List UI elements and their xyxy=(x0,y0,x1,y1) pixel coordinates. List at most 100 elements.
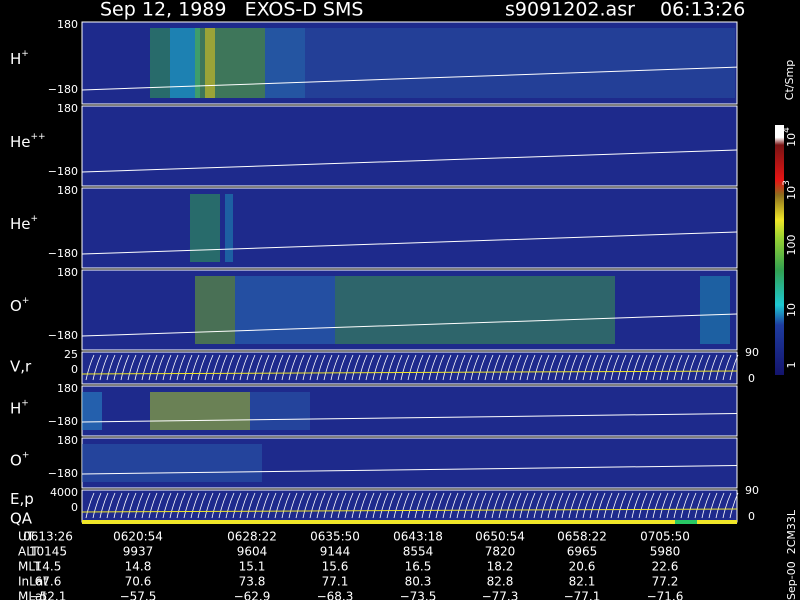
spectrogram-patch xyxy=(82,444,262,482)
bottom-tick-label: −180 xyxy=(48,415,78,428)
cell: −57.5 xyxy=(120,590,157,600)
qa-bar xyxy=(82,520,737,524)
cell: 67.6 xyxy=(35,575,62,589)
bottom-tick-label: −180 xyxy=(48,467,78,480)
colorbar-unit: Ct/Smp xyxy=(783,60,796,100)
top-tick-label: 180 xyxy=(57,266,78,279)
trace-line xyxy=(81,508,738,513)
spectrogram-patch xyxy=(335,276,615,344)
spectrogram-patch xyxy=(190,194,220,262)
cell: 73.8 xyxy=(239,575,266,589)
trace-line xyxy=(81,66,738,91)
cell: 5980 xyxy=(650,545,681,559)
row-name: ALT xyxy=(18,545,39,559)
trace-line xyxy=(81,231,738,255)
panel-label-base: V,r xyxy=(10,357,32,375)
right-tick-label: 90 xyxy=(745,484,759,497)
panel-label-base: H xyxy=(10,399,21,417)
top-tick-label: 4000 xyxy=(50,486,78,499)
cell: −68.3 xyxy=(317,590,354,600)
cell: −62.9 xyxy=(234,590,271,600)
cell: 10145 xyxy=(29,545,67,559)
panel-label: O+ xyxy=(10,450,29,469)
cell: −77.3 xyxy=(482,590,519,600)
top-tick-label: 180 xyxy=(57,102,78,115)
bottom-tick-label: −180 xyxy=(48,83,78,96)
cell: 18.2 xyxy=(487,560,514,574)
top-tick-label: 180 xyxy=(57,434,78,447)
right-tick-label: 0 xyxy=(748,510,755,523)
cell: 77.1 xyxy=(322,575,349,589)
spectrogram-patch xyxy=(250,392,310,430)
trace-lines xyxy=(85,492,739,519)
colorbar-tick-label: 100 xyxy=(785,235,798,256)
spectrogram-patch xyxy=(195,276,235,344)
cell: 82.1 xyxy=(569,575,596,589)
panel-label: He+ xyxy=(10,214,38,233)
colorbar-tick-label: 103 xyxy=(782,180,799,200)
panel-label: V,r xyxy=(10,357,32,375)
bottom-tick-label: 0 xyxy=(71,363,78,376)
cell: 0613:26 xyxy=(23,530,73,544)
spectrogram-patch xyxy=(82,392,102,430)
time: 06:13:26 xyxy=(660,0,745,21)
panel-label-sup: ++ xyxy=(31,132,46,142)
colorbar-tick-label: 104 xyxy=(782,127,799,147)
cell: 77.2 xyxy=(652,575,679,589)
trace-line xyxy=(81,413,738,423)
row-name: MLT xyxy=(18,560,41,574)
bottom-tick-label: −180 xyxy=(48,165,78,178)
trace-line xyxy=(81,313,738,337)
panel-label-base: H xyxy=(10,49,21,67)
panel-label-sup: + xyxy=(31,214,39,224)
row-name: MLat xyxy=(18,590,47,600)
footer-code: Sep-00 2CM33L xyxy=(785,509,798,600)
cell: 14.8 xyxy=(125,560,152,574)
cell: 0705:50 xyxy=(640,530,690,544)
colorbar-tick-label: 10 xyxy=(785,303,798,317)
panel-label: O+ xyxy=(10,296,29,315)
spectrogram-patch xyxy=(305,28,735,98)
colorbar-tick-label-base: 100 xyxy=(785,235,798,256)
spectrogram-patch xyxy=(150,28,170,98)
colorbar-tick-label: 1 xyxy=(785,362,798,369)
panel-label-base: E,p xyxy=(10,490,34,508)
right-tick-label: 0 xyxy=(748,372,755,385)
spectrogram-patch xyxy=(225,194,233,262)
panel-label-base: O xyxy=(10,297,22,315)
colorbar-tick-label-base: 1 xyxy=(785,362,798,369)
cell: 22.6 xyxy=(652,560,679,574)
cell: 16.5 xyxy=(405,560,432,574)
colorbar xyxy=(775,125,784,375)
panel-label-base: He xyxy=(10,215,31,233)
cell: 0620:54 xyxy=(113,530,163,544)
cell: 7820 xyxy=(485,545,516,559)
trace-line xyxy=(81,370,738,375)
colorbar-tick-label-base: 10 xyxy=(785,186,798,200)
panel-label-sup: + xyxy=(21,48,29,58)
cell: 82.8 xyxy=(487,575,514,589)
cell: 0628:22 xyxy=(227,530,277,544)
colorbar-tick-label-base: 10 xyxy=(785,303,798,317)
cell: 14.5 xyxy=(35,560,62,574)
panel-label-sup: + xyxy=(22,450,30,460)
panel xyxy=(81,105,738,187)
panel-label: H+ xyxy=(10,48,29,67)
top-tick-label: 180 xyxy=(57,382,78,395)
spectrogram-patch xyxy=(700,276,730,344)
cell: −77.1 xyxy=(564,590,601,600)
panel xyxy=(81,187,738,269)
qa-bar xyxy=(675,520,697,524)
title: Sep 12, 1989 EXOS-D SMS xyxy=(100,0,363,21)
cell: 0643:18 xyxy=(393,530,443,544)
bottom-tick-label: −180 xyxy=(48,329,78,342)
row-name: InLat xyxy=(18,575,48,589)
top-tick-label: 180 xyxy=(57,18,78,31)
cell: 0650:54 xyxy=(475,530,525,544)
colorbar-tick-label-base: 10 xyxy=(785,133,798,147)
cell: 20.6 xyxy=(569,560,596,574)
cell: 8554 xyxy=(403,545,434,559)
panel-label: QA xyxy=(10,510,33,528)
cell: −71.6 xyxy=(647,590,684,600)
